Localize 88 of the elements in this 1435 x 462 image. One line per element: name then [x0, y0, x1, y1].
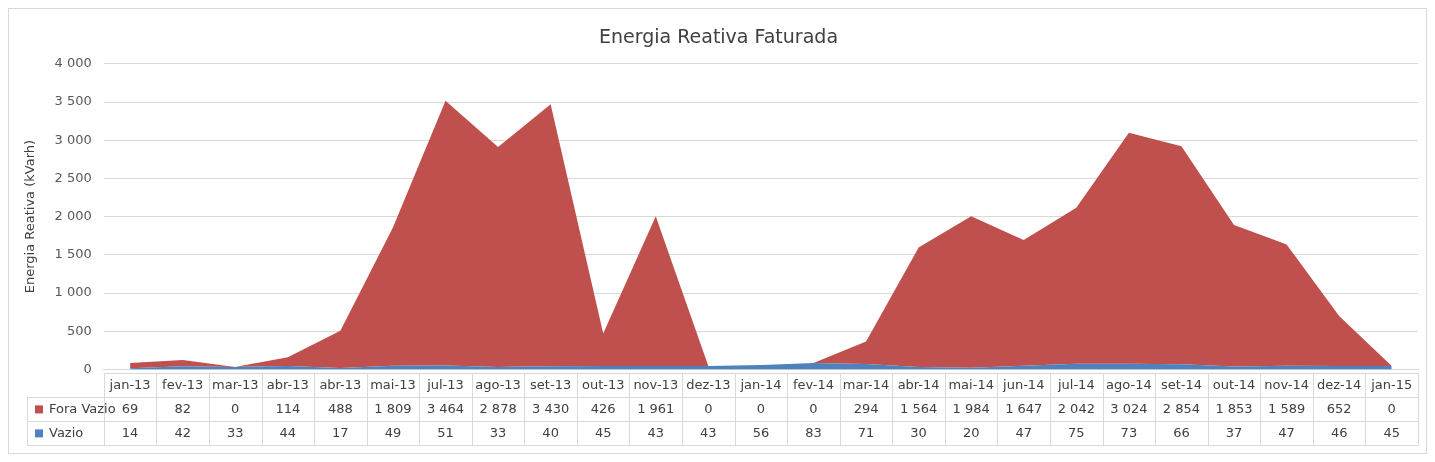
x-tick-label: jan-13	[108, 376, 151, 392]
x-tick-label: dez-13	[686, 376, 731, 392]
data-label: 1 961	[637, 400, 675, 416]
data-label: 3 024	[1110, 400, 1148, 416]
data-label: 47	[1278, 424, 1295, 440]
data-label: 40	[542, 424, 559, 440]
data-label: 17	[332, 424, 349, 440]
y-tick-label: 3 500	[54, 93, 92, 109]
data-label: 37	[1225, 424, 1243, 440]
x-tick-label: abr-14	[897, 376, 940, 392]
data-label: 2 042	[1057, 400, 1095, 416]
x-tick-label: set-14	[1160, 376, 1202, 392]
data-label: 1 564	[900, 400, 938, 416]
data-label: 426	[590, 400, 616, 416]
y-tick-label: 500	[66, 322, 92, 338]
data-label: 294	[853, 400, 879, 416]
data-label: 47	[1015, 424, 1033, 440]
data-label: 71	[857, 424, 875, 440]
data-label: 1 853	[1215, 400, 1253, 416]
data-label: 73	[1120, 424, 1138, 440]
data-label: 51	[437, 424, 454, 440]
data-label: 0	[1387, 400, 1396, 416]
data-label: 46	[1330, 424, 1348, 440]
x-tick-label: mai-14	[948, 376, 994, 392]
x-tick-label: abr-13	[266, 376, 309, 392]
y-tick-label: 2 000	[54, 207, 92, 223]
data-label: 3 464	[426, 400, 465, 416]
y-tick-label: 4 000	[54, 55, 92, 71]
y-tick-label: 0	[83, 360, 92, 376]
data-label: 0	[231, 400, 240, 416]
data-label: 43	[647, 424, 665, 440]
x-tick-label: mar-13	[212, 376, 259, 392]
data-label: 3 430	[532, 400, 570, 416]
x-tick-label: out-13	[581, 376, 625, 392]
y-tick-label: 2 500	[54, 169, 92, 185]
data-label: 0	[809, 400, 818, 416]
chart-title: Energia Reativa Faturada	[598, 25, 839, 48]
y-tick-label: 1 500	[54, 246, 92, 262]
data-label: 49	[384, 424, 402, 440]
data-label: 0	[756, 400, 766, 416]
data-label: 1 809	[374, 400, 412, 416]
data-label: 75	[1068, 424, 1085, 440]
legend-label: Fora Vazio	[49, 400, 116, 416]
data-label: 1 589	[1267, 400, 1306, 416]
data-label: 2 854	[1162, 400, 1201, 416]
data-label: 56	[752, 424, 770, 440]
x-tick-label: ago-13	[475, 376, 521, 392]
data-label: 83	[805, 424, 822, 440]
data-label: 82	[174, 400, 191, 416]
x-tick-label: jun-14	[1002, 376, 1045, 392]
x-tick-label: fev-14	[792, 376, 835, 392]
x-tick-label: out-14	[1212, 376, 1256, 392]
data-label: 30	[910, 424, 927, 440]
data-label: 14	[121, 424, 139, 440]
data-label: 69	[121, 400, 139, 416]
data-label: 45	[594, 424, 612, 440]
x-tick-label: mai-13	[370, 376, 416, 392]
data-label: 20	[962, 424, 980, 440]
data-label: 2 878	[479, 400, 517, 416]
data-label: 0	[704, 400, 713, 416]
y-tick-label: 3 000	[54, 131, 92, 147]
x-tick-label: mar-14	[842, 376, 890, 392]
x-tick-label: nov-14	[1264, 376, 1309, 392]
x-tick-label: jan-14	[739, 376, 782, 392]
data-label: 45	[1383, 424, 1400, 440]
x-tick-label: jul-13	[426, 376, 464, 392]
data-label: 114	[275, 400, 301, 416]
data-label: 43	[700, 424, 717, 440]
data-label: 1 647	[1005, 400, 1043, 416]
x-tick-label: abr-13	[319, 376, 362, 392]
data-label: 488	[327, 400, 353, 416]
data-label: 66	[1173, 424, 1190, 440]
y-tick-label: 1 000	[54, 284, 92, 300]
data-label: 33	[489, 424, 507, 440]
legend-label: Vazio	[49, 424, 84, 440]
y-axis-title: Energia Reativa (kVarh)	[22, 139, 38, 294]
data-label: 33	[226, 424, 244, 440]
x-tick-label: dez-14	[1316, 376, 1362, 392]
x-tick-label: jan-15	[1370, 376, 1413, 392]
x-tick-label: set-13	[530, 376, 572, 392]
x-tick-label: jul-14	[1056, 376, 1095, 392]
data-label: 652	[1326, 400, 1352, 416]
data-label: 44	[279, 424, 297, 440]
x-tick-label: fev-13	[162, 376, 204, 392]
data-label: 42	[174, 424, 191, 440]
x-tick-label: ago-14	[1106, 376, 1152, 392]
data-label: 1 984	[952, 400, 990, 416]
x-tick-label: nov-13	[633, 376, 679, 392]
